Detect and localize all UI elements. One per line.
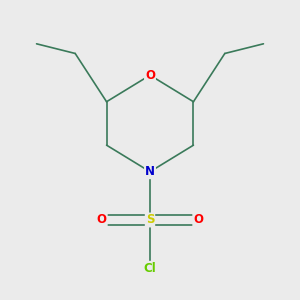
Text: O: O	[145, 69, 155, 82]
Text: Cl: Cl	[144, 262, 156, 275]
Text: O: O	[97, 214, 107, 226]
Text: N: N	[145, 165, 155, 178]
Text: S: S	[146, 214, 154, 226]
Text: O: O	[193, 214, 203, 226]
